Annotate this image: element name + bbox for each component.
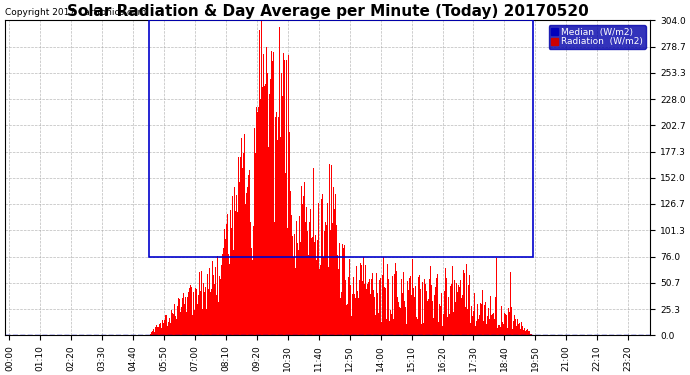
- Bar: [148, 20, 533, 256]
- Legend: Median  (W/m2), Radiation  (W/m2): Median (W/m2), Radiation (W/m2): [549, 25, 646, 49]
- Title: Solar Radiation & Day Average per Minute (Today) 20170520: Solar Radiation & Day Average per Minute…: [67, 4, 589, 19]
- Text: Copyright 2017 Cartronics.com: Copyright 2017 Cartronics.com: [5, 8, 146, 17]
